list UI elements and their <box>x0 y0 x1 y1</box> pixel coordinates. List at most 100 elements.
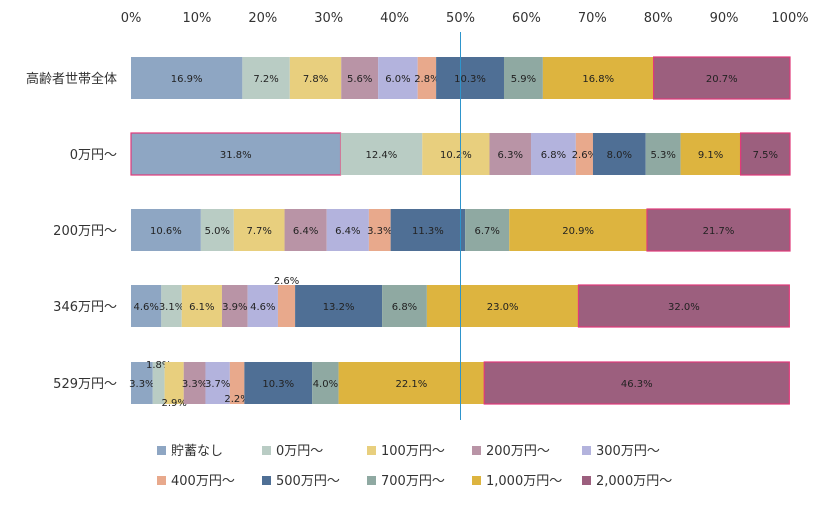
data-label: 16.9% <box>171 74 203 85</box>
legend-label: 2,000万円～ <box>596 474 672 489</box>
bar-segment <box>233 209 285 251</box>
data-label: 3.1% <box>159 302 184 313</box>
bar-segment <box>368 209 391 251</box>
bar-segment <box>645 133 681 175</box>
legend-swatch <box>472 476 481 485</box>
data-label: 5.0% <box>205 226 230 237</box>
data-label: 7.5% <box>753 150 778 161</box>
data-label: 20.7% <box>706 74 738 85</box>
legend-label: 100万円～ <box>381 444 445 459</box>
bar-segment <box>247 285 278 327</box>
bar-segment <box>531 133 576 175</box>
data-label: 5.3% <box>650 150 675 161</box>
bar-segment <box>422 133 490 175</box>
bar-segment <box>289 57 342 99</box>
bar-segment <box>646 208 791 252</box>
bar-segment <box>244 362 313 404</box>
bar-segment <box>465 209 510 251</box>
category-label: 高齢者世帯全体 <box>26 71 117 87</box>
bar-segment <box>417 57 437 99</box>
data-label: 2.6% <box>274 276 299 287</box>
x-tick-label: 30% <box>314 11 343 26</box>
data-label: 9.1% <box>698 150 723 161</box>
data-label: 6.3% <box>498 150 523 161</box>
data-label: 11.3% <box>412 226 444 237</box>
bar-segment <box>503 57 543 99</box>
legend-swatch <box>367 446 376 455</box>
bar-segment <box>131 209 201 251</box>
bar-segment <box>340 133 423 175</box>
bar-segment <box>312 362 339 404</box>
x-tick-label: 20% <box>248 11 277 26</box>
data-label: 4.6% <box>133 302 158 313</box>
category-label: 200万円～ <box>53 224 117 239</box>
legend-swatch <box>367 476 376 485</box>
legend-swatch <box>262 476 271 485</box>
data-label: 2.2% <box>224 394 249 405</box>
data-label: 13.2% <box>323 302 355 313</box>
bar-segment <box>542 57 654 99</box>
bar-segment <box>483 361 790 405</box>
bar-segment <box>181 285 222 327</box>
legend-swatch <box>262 446 271 455</box>
data-label: 4.0% <box>313 379 338 390</box>
data-label: 3.3% <box>182 379 207 390</box>
data-label: 6.1% <box>189 302 214 313</box>
data-label: 10.2% <box>440 150 472 161</box>
data-label: 23.0% <box>487 302 519 313</box>
data-label: 6.4% <box>335 226 360 237</box>
legend-swatch <box>472 446 481 455</box>
data-label: 21.7% <box>703 226 735 237</box>
x-tick-label: 0% <box>121 11 142 26</box>
category-label: 346万円～ <box>53 300 117 315</box>
data-label: 2.9% <box>161 398 186 409</box>
data-label: 3.3% <box>367 226 392 237</box>
data-label: 3.3% <box>129 379 154 390</box>
x-tick-label: 40% <box>380 11 409 26</box>
data-label: 4.6% <box>250 302 275 313</box>
bar-segment <box>131 362 153 404</box>
bar-segment <box>390 209 466 251</box>
bar-segment <box>382 285 427 327</box>
bar-segment <box>131 57 243 99</box>
bar-segment <box>205 362 230 404</box>
bar-segment <box>652 56 791 100</box>
bar-segment <box>341 57 379 99</box>
x-tick-label: 60% <box>512 11 541 26</box>
category-label: 529万円～ <box>53 377 117 392</box>
bar-segment <box>338 362 485 404</box>
legend-swatch <box>582 446 591 455</box>
bar-segment <box>326 209 369 251</box>
data-label: 20.9% <box>562 226 594 237</box>
data-label: 12.4% <box>366 150 398 161</box>
bar-segment <box>575 133 593 175</box>
data-label: 7.7% <box>246 226 271 237</box>
x-tick-label: 90% <box>710 11 739 26</box>
data-label: 10.6% <box>150 226 182 237</box>
data-label: 10.3% <box>454 74 486 85</box>
legend-swatch <box>157 446 166 455</box>
legend-swatch <box>582 476 591 485</box>
data-label: 2.6% <box>572 150 597 161</box>
x-tick-label: 80% <box>644 11 673 26</box>
legend-swatch <box>157 476 166 485</box>
data-label: 5.6% <box>347 74 372 85</box>
legend-label: 700万円～ <box>381 474 445 489</box>
bar-segment <box>577 284 790 328</box>
data-label: 7.2% <box>253 74 278 85</box>
bar-segment <box>295 285 383 327</box>
bar-segment <box>164 362 184 404</box>
legend-label: 1,000万円～ <box>486 474 562 489</box>
data-label: 7.8% <box>303 74 328 85</box>
legend-label: 300万円～ <box>596 444 660 459</box>
bar-segment <box>509 209 647 251</box>
bar-segment <box>489 133 532 175</box>
bar-segment <box>183 362 206 404</box>
legend-label: 500万円～ <box>276 474 340 489</box>
data-label: 6.4% <box>293 226 318 237</box>
data-label: 3.7% <box>205 379 230 390</box>
data-label: 46.3% <box>621 379 653 390</box>
bar-segment <box>200 209 234 251</box>
bar-segment <box>436 57 504 99</box>
